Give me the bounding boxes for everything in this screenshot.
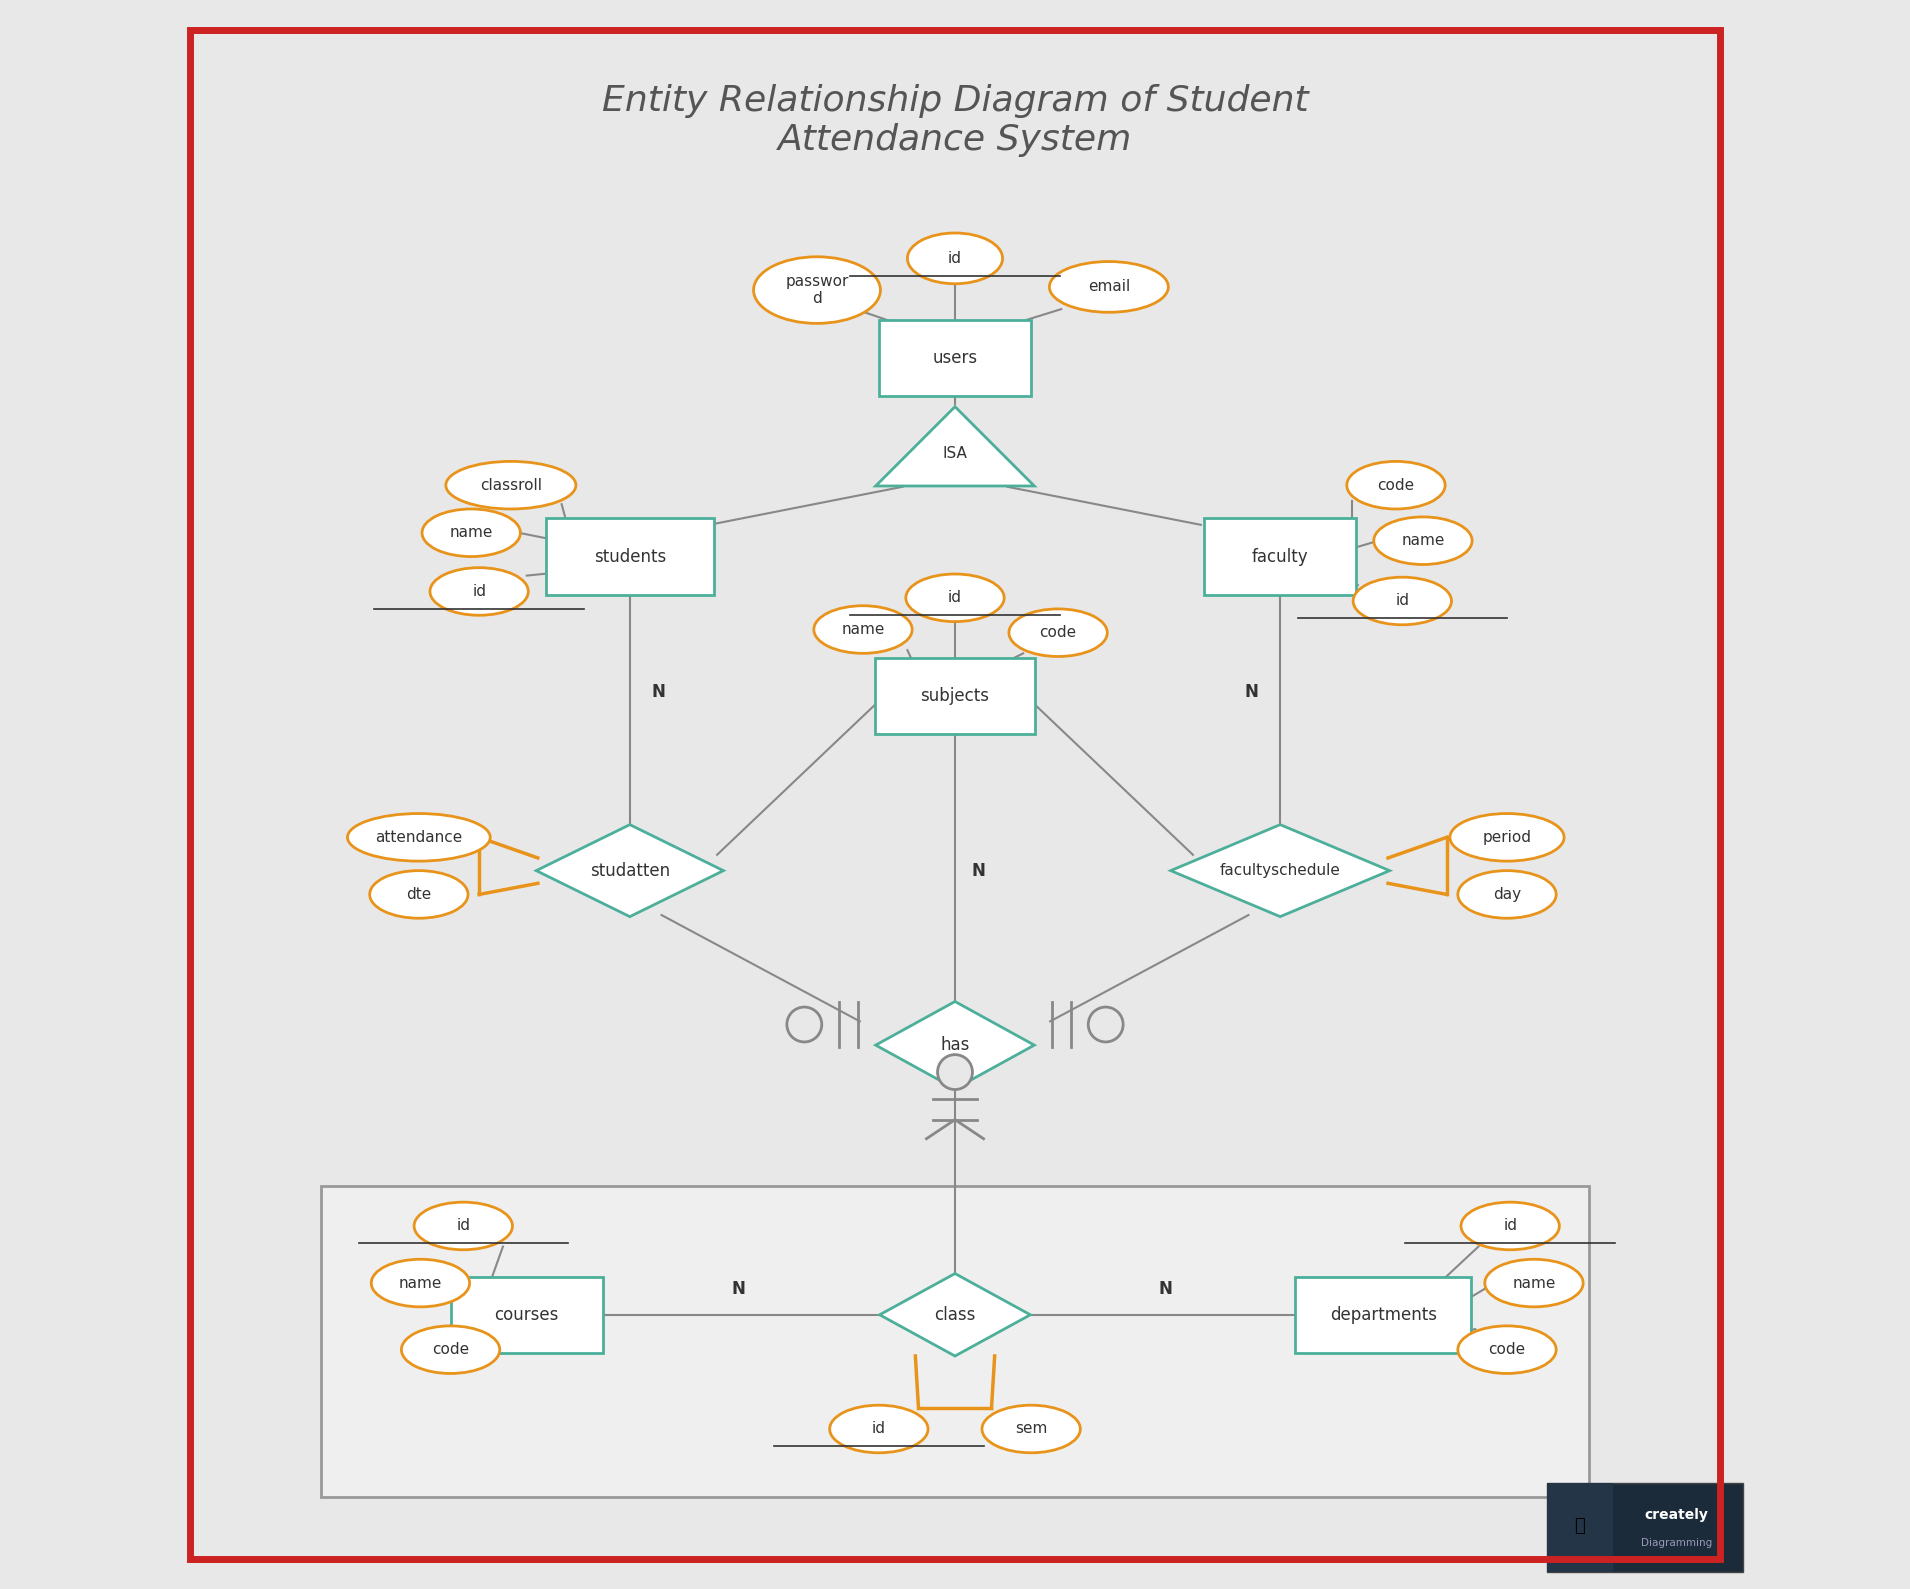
Polygon shape (881, 1273, 1029, 1355)
Text: class: class (934, 1306, 976, 1324)
Text: departments: departments (1329, 1306, 1436, 1324)
Ellipse shape (371, 1258, 470, 1306)
Ellipse shape (445, 461, 577, 508)
Ellipse shape (371, 871, 468, 918)
Ellipse shape (754, 257, 881, 324)
Text: attendance: attendance (374, 829, 462, 845)
Ellipse shape (1450, 814, 1564, 861)
Text: day: day (1494, 887, 1520, 903)
Text: name: name (399, 1276, 441, 1290)
Circle shape (938, 1055, 972, 1090)
Text: N: N (972, 863, 986, 880)
Text: code: code (432, 1343, 470, 1357)
Text: classroll: classroll (479, 478, 542, 493)
FancyBboxPatch shape (1203, 518, 1356, 594)
Text: facultyschedule: facultyschedule (1220, 863, 1341, 879)
Ellipse shape (1484, 1258, 1583, 1306)
Ellipse shape (414, 1203, 512, 1249)
Text: id: id (1503, 1219, 1517, 1233)
Text: id: id (472, 585, 487, 599)
Ellipse shape (1457, 871, 1557, 918)
FancyBboxPatch shape (546, 518, 714, 594)
Ellipse shape (814, 605, 913, 653)
Ellipse shape (982, 1405, 1081, 1452)
FancyBboxPatch shape (875, 658, 1035, 734)
Text: name: name (449, 526, 493, 540)
Ellipse shape (348, 814, 491, 861)
Text: 💡: 💡 (1574, 1517, 1585, 1535)
Circle shape (1089, 1007, 1123, 1042)
Ellipse shape (905, 574, 1005, 621)
Text: Diagramming: Diagramming (1641, 1538, 1713, 1548)
Polygon shape (537, 825, 724, 917)
Ellipse shape (1373, 516, 1473, 564)
Text: sem: sem (1014, 1422, 1047, 1436)
Ellipse shape (1461, 1203, 1559, 1249)
Text: code: code (1377, 478, 1415, 493)
Ellipse shape (401, 1325, 500, 1373)
Text: passwor
d: passwor d (785, 273, 848, 307)
Text: N: N (732, 1281, 745, 1298)
Text: id: id (456, 1219, 470, 1233)
Ellipse shape (1008, 609, 1108, 656)
FancyBboxPatch shape (1547, 1483, 1614, 1572)
Circle shape (787, 1007, 821, 1042)
Text: users: users (932, 350, 978, 367)
Text: has: has (940, 1036, 970, 1054)
FancyBboxPatch shape (451, 1276, 604, 1352)
Text: creately: creately (1645, 1508, 1709, 1522)
Ellipse shape (1049, 262, 1169, 313)
Text: id: id (947, 251, 963, 265)
Polygon shape (875, 407, 1035, 486)
FancyBboxPatch shape (1547, 1483, 1744, 1572)
Text: email: email (1087, 280, 1131, 294)
Ellipse shape (422, 508, 520, 556)
Text: N: N (651, 683, 665, 701)
Text: N: N (1157, 1281, 1173, 1298)
Text: name: name (1513, 1276, 1555, 1290)
Text: name: name (1402, 534, 1444, 548)
Ellipse shape (829, 1405, 928, 1452)
Polygon shape (1171, 825, 1390, 917)
Text: ISA: ISA (942, 447, 968, 461)
Text: courses: courses (495, 1306, 560, 1324)
FancyBboxPatch shape (1295, 1276, 1471, 1352)
Text: students: students (594, 548, 667, 566)
FancyBboxPatch shape (879, 321, 1031, 396)
Text: code: code (1488, 1343, 1526, 1357)
Text: dte: dte (407, 887, 432, 903)
Text: N: N (1245, 683, 1259, 701)
Ellipse shape (1347, 461, 1446, 508)
FancyBboxPatch shape (321, 1187, 1589, 1497)
Ellipse shape (1352, 577, 1452, 624)
Text: Entity Relationship Diagram of Student
Attendance System: Entity Relationship Diagram of Student A… (602, 84, 1308, 157)
Ellipse shape (1457, 1325, 1557, 1373)
Text: id: id (871, 1422, 886, 1436)
Text: subjects: subjects (921, 686, 989, 706)
Text: id: id (1396, 593, 1410, 609)
Polygon shape (875, 1001, 1035, 1088)
Ellipse shape (907, 234, 1003, 284)
Text: faculty: faculty (1251, 548, 1308, 566)
Ellipse shape (430, 567, 529, 615)
Text: studatten: studatten (590, 861, 670, 880)
Text: name: name (840, 621, 884, 637)
Text: id: id (947, 590, 963, 605)
Text: period: period (1482, 829, 1532, 845)
Text: code: code (1039, 624, 1077, 640)
